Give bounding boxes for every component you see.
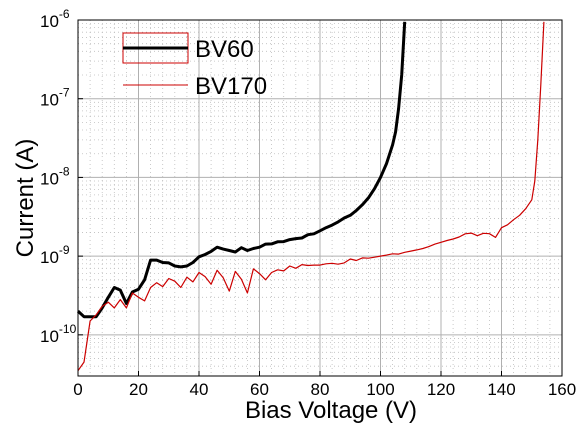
legend: BV60 BV170 xyxy=(122,32,267,100)
minor-grid xyxy=(78,20,562,376)
y-tick-label: 10-9 xyxy=(40,243,70,267)
x-tick-label: 120 xyxy=(427,380,455,399)
x-tick-label: 80 xyxy=(311,380,330,399)
series-layer xyxy=(76,21,545,372)
x-tick-label: 40 xyxy=(190,380,209,399)
x-tick-label: 140 xyxy=(487,380,515,399)
x-tick-label: 100 xyxy=(366,380,394,399)
x-axis-title: Bias Voltage (V) xyxy=(245,397,417,424)
y-tick-label: 10-10 xyxy=(40,322,77,346)
x-axis-ticks: 0 20 40 60 80 100 120 140 160 xyxy=(73,371,576,399)
legend-label-bv60: BV60 xyxy=(195,36,254,63)
x-tick-label: 0 xyxy=(73,380,82,399)
y-axis-ticks: 10-10 10-9 10-8 10-7 10-6 xyxy=(40,7,83,346)
x-tick-label: 60 xyxy=(250,380,269,399)
x-tick-label: 20 xyxy=(129,380,148,399)
x-tick-label: 160 xyxy=(548,380,576,399)
y-axis-title: Current (A) xyxy=(12,139,39,258)
series-line-bv60 xyxy=(76,21,407,319)
y-tick-label: 10-6 xyxy=(40,7,70,31)
legend-label-bv170: BV170 xyxy=(195,73,267,100)
series-line-bv170 xyxy=(77,21,545,372)
y-tick-label: 10-7 xyxy=(40,86,70,110)
y-tick-label: 10-8 xyxy=(40,164,70,188)
major-grid xyxy=(78,20,562,376)
